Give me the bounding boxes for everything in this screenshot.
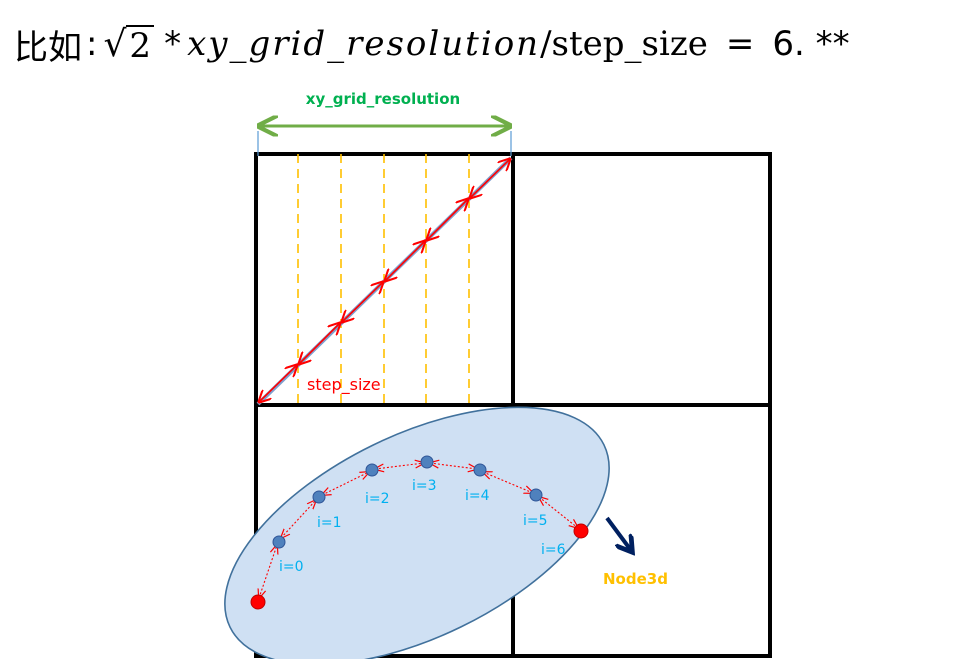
index-label-0: i=0: [279, 559, 304, 575]
index-label-4: i=4: [465, 488, 490, 504]
node3d-label: Node3d: [603, 570, 668, 588]
formula-times: *: [164, 24, 182, 64]
index-label-3: i=3: [412, 478, 437, 494]
path-node: [312, 490, 326, 504]
path-segment: [375, 463, 424, 469]
resolution-label: xy_grid_resolution: [306, 90, 460, 108]
node3d-annotation: Node3d: [603, 516, 668, 588]
path-node: [365, 463, 379, 477]
formula: 比如 : √ 2 * xy_grid_resolution /step_size…: [14, 14, 850, 74]
index-label-5: i=5: [523, 513, 548, 529]
path-segment: [539, 497, 578, 528]
sqrt-sign-icon: √: [103, 24, 127, 65]
path-node: [529, 488, 543, 502]
node3d-arrow: [605, 516, 630, 549]
diagonal-step-segment: [259, 365, 297, 402]
index-label-6: i=6: [541, 542, 566, 558]
formula-italic-var: xy_grid_resolution: [187, 24, 541, 64]
diagonal-step-segment: [299, 323, 340, 364]
path-segment: [322, 472, 369, 495]
step-size-label: step_size: [307, 375, 381, 395]
formula-divisor: /step_size: [540, 24, 708, 64]
diagonal-step-segment: [385, 241, 425, 281]
path-segment: [281, 500, 316, 538]
path-node: [272, 535, 286, 549]
diagonal-steps: step_size: [258, 158, 511, 406]
diagonal-step-segment: [427, 199, 468, 240]
index-labels: i=0 i=1 i=2 i=3 i=4 i=5 i=6: [279, 478, 566, 575]
index-label-1: i=1: [317, 515, 342, 531]
path-node-start: [250, 594, 266, 610]
resolution-dimension: xy_grid_resolution: [258, 90, 511, 156]
diagonal-step-segment: [470, 159, 510, 198]
path-node: [420, 455, 434, 469]
path-segment: [259, 545, 277, 598]
diagonal-step-segment: [342, 282, 383, 322]
path-segment: [483, 472, 533, 493]
formula-radicand: 2: [126, 25, 155, 65]
path-segments: [259, 463, 578, 598]
formula-colon: :: [86, 24, 98, 64]
path-node-end: [573, 523, 589, 539]
formula-result: 6. **: [772, 24, 850, 64]
path-nodes: [250, 455, 589, 610]
index-label-2: i=2: [365, 491, 390, 507]
path-node: [473, 463, 487, 477]
formula-equals: =: [725, 24, 755, 64]
formula-sqrt: √ 2: [103, 23, 155, 65]
formula-prefix: 比如: [14, 27, 82, 68]
